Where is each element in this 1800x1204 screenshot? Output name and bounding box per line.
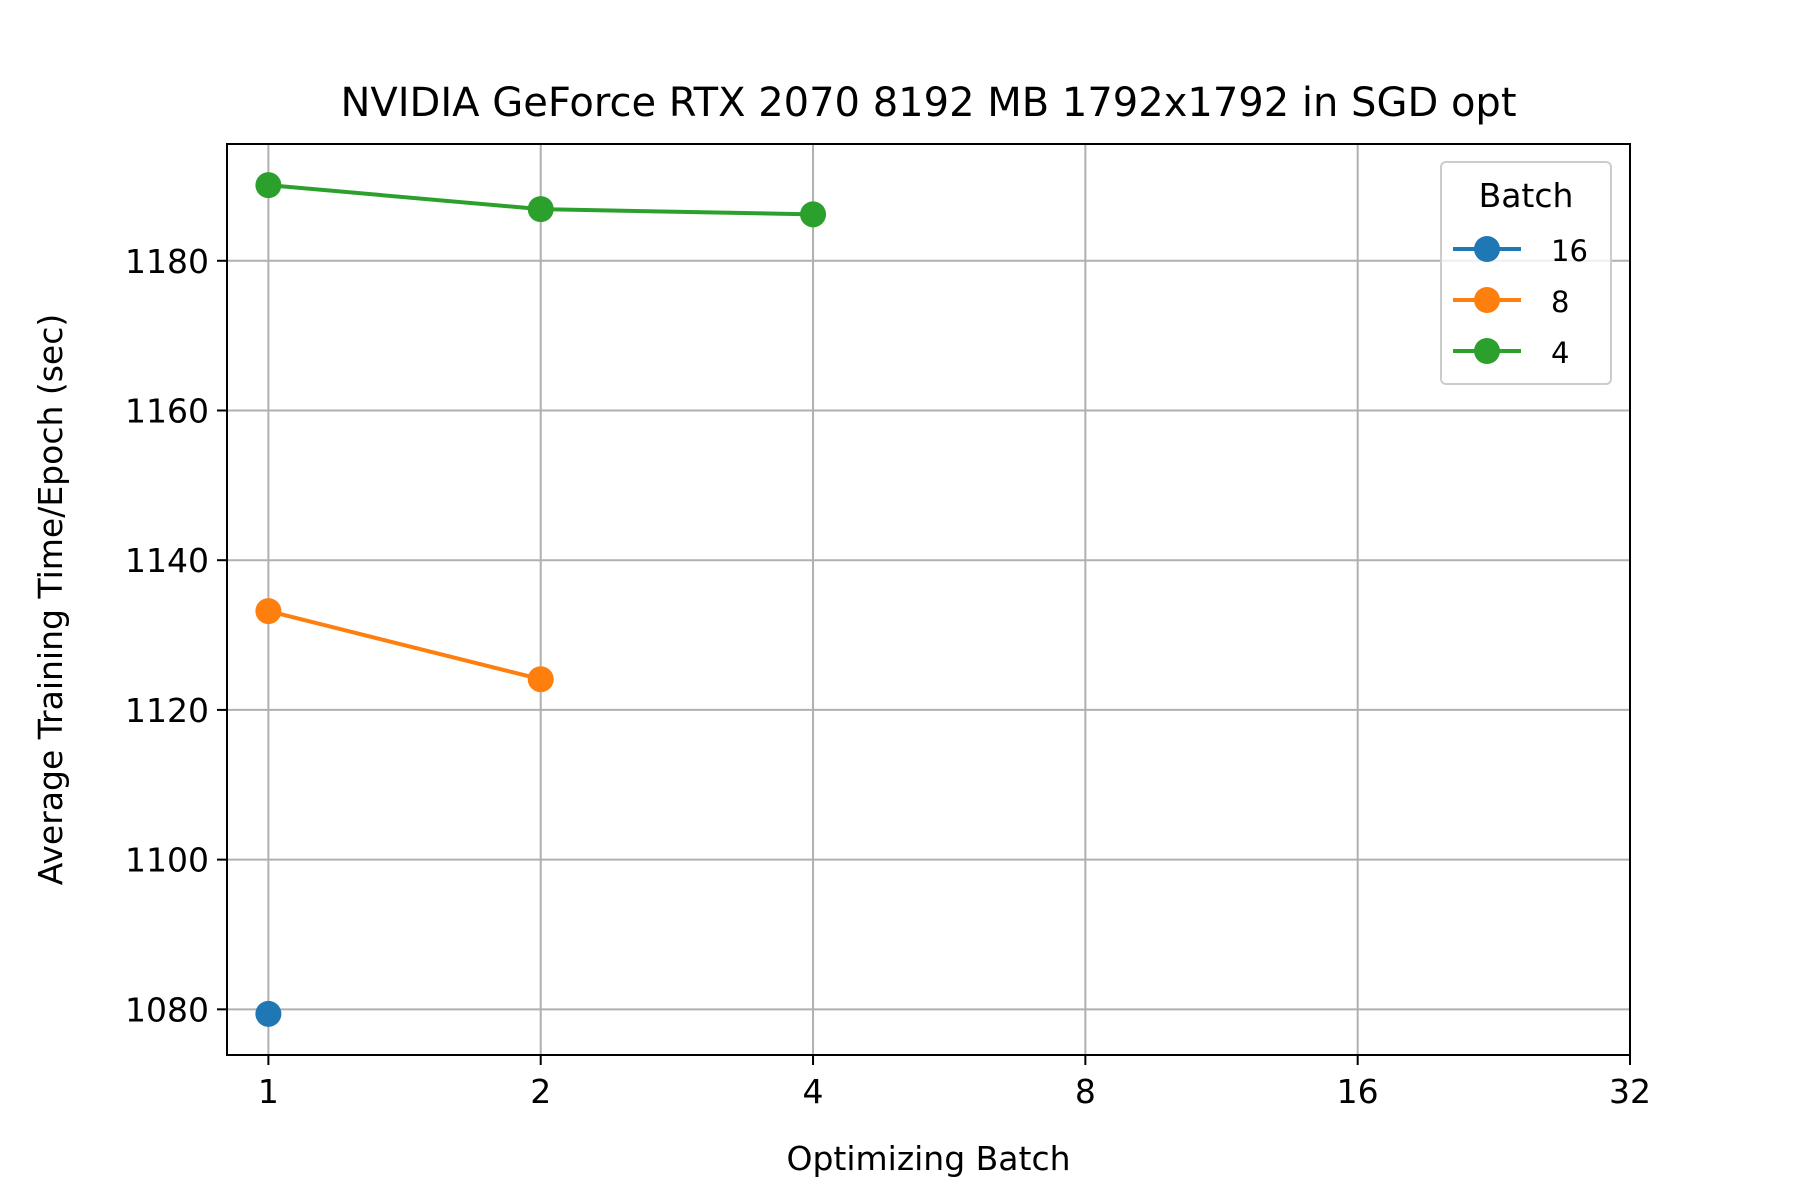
x-tick-label: 4 (803, 1072, 824, 1111)
x-tick-label: 8 (1075, 1072, 1096, 1111)
data-point (255, 1000, 282, 1027)
data-point (255, 598, 282, 625)
data-point (800, 201, 827, 228)
legend-box (1440, 161, 1612, 385)
legend-entry: 8 (1453, 285, 1569, 319)
y-tick-label: 1140 (125, 541, 209, 580)
y-tick-label: 1120 (125, 691, 209, 730)
data-point (255, 172, 282, 199)
x-tick-label: 32 (1609, 1072, 1651, 1111)
grid-lines (227, 144, 1631, 1055)
chart-title: NVIDIA GeForce RTX 2070 8192 MB 1792x179… (340, 80, 1516, 126)
legend-entry: 4 (1453, 336, 1569, 370)
legend-entry: 16 (1453, 234, 1588, 268)
x-tick-label: 2 (530, 1072, 551, 1111)
plot-series (255, 172, 827, 1027)
x-axis-label: Optimizing Batch (786, 1139, 1070, 1178)
legend-marker (1474, 287, 1500, 313)
series-4 (255, 172, 827, 228)
legend-label: 8 (1551, 285, 1569, 319)
plot-frame (226, 143, 1631, 1056)
y-tick-label: 1180 (125, 242, 209, 281)
legend-title: Batch (1479, 176, 1574, 215)
x-tick-label: 16 (1337, 1072, 1379, 1111)
axis-ticks: 1 2 4 8 16 32 1080 1100 1120 1140 1160 1180 (125, 242, 1651, 1111)
x-tick-label: 1 (258, 1072, 279, 1111)
legend-marker (1474, 236, 1500, 262)
data-point (527, 666, 554, 693)
series-16 (255, 1000, 282, 1027)
y-tick-label: 1080 (125, 990, 209, 1029)
y-tick-label: 1100 (125, 841, 209, 880)
legend-marker (1474, 338, 1500, 364)
series-8 (255, 598, 554, 693)
legend-label: 4 (1551, 336, 1569, 370)
data-point (527, 196, 554, 223)
series-line (266, 609, 543, 682)
y-axis-label: Average Training Time/Epoch (sec) (31, 314, 70, 886)
y-tick-label: 1160 (125, 391, 209, 430)
legend-label: 16 (1551, 234, 1588, 268)
